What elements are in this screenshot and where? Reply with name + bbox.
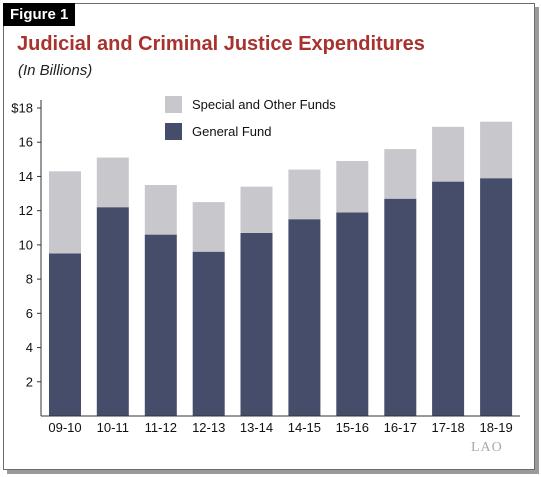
bar-general-fund <box>480 178 513 416</box>
bar-general-fund <box>192 251 225 416</box>
x-tick-label: 10-11 <box>97 420 129 435</box>
lao-logo: LAO <box>471 440 503 455</box>
chart-title: Judicial and Criminal Justice Expenditur… <box>17 33 425 55</box>
chart-subtitle: (In Billions) <box>18 62 93 79</box>
bar-general-fund <box>240 232 273 416</box>
x-tick-label: 16-17 <box>384 420 417 435</box>
bar-special-funds <box>240 186 273 233</box>
legend-swatch-special-funds <box>165 96 182 113</box>
legend-label-special-funds: Special and Other Funds <box>192 97 336 112</box>
bar-general-fund <box>96 207 129 416</box>
y-tick-label: 4 <box>26 340 33 355</box>
y-tick-label: 14 <box>19 169 33 184</box>
bar-general-fund <box>144 234 177 416</box>
legend-label-general-fund: General Fund <box>192 124 272 139</box>
bar-general-fund <box>336 212 369 416</box>
x-tick-label: 11-12 <box>145 420 177 435</box>
y-tick-label: 10 <box>19 237 33 252</box>
x-tick-label: 15-16 <box>336 420 369 435</box>
bar-general-fund <box>49 253 81 416</box>
bar-special-funds <box>288 169 321 220</box>
bar-special-funds <box>336 161 369 213</box>
bar-special-funds <box>384 149 417 199</box>
bar-special-funds <box>49 171 81 254</box>
y-tick-label: 12 <box>19 203 33 218</box>
x-tick-label: 12-13 <box>192 420 225 435</box>
bar-special-funds <box>480 121 513 179</box>
x-tick-label: 13-14 <box>240 420 273 435</box>
y-tick-label: 6 <box>26 306 33 321</box>
y-tick-label: $18 <box>11 101 33 116</box>
bar-special-funds <box>192 202 225 252</box>
x-tick-label: 18-19 <box>479 420 512 435</box>
legend-swatch-general-fund <box>165 123 182 140</box>
bar-general-fund <box>432 181 465 416</box>
x-tick-label: 09-10 <box>48 420 81 435</box>
x-tick-label: 17-18 <box>431 420 464 435</box>
figure-label: Figure 1 <box>3 3 75 26</box>
bar-special-funds <box>432 126 465 182</box>
y-tick-label: 16 <box>19 135 33 150</box>
bar-general-fund <box>384 198 417 416</box>
y-tick-label: 8 <box>26 272 33 287</box>
bar-general-fund <box>288 219 321 416</box>
bar-special-funds <box>144 185 177 235</box>
bar-special-funds <box>96 157 129 208</box>
y-tick-label: 2 <box>26 374 33 389</box>
x-tick-label: 14-15 <box>288 420 321 435</box>
